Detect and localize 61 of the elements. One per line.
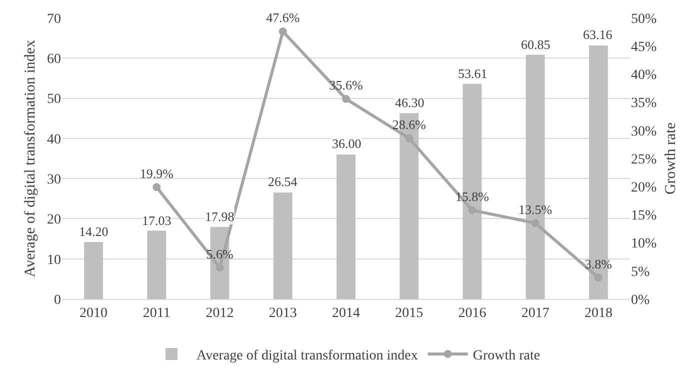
y-tick-label: 70 <box>47 12 61 27</box>
y-axis-title: Average of digital transformation index <box>22 39 38 278</box>
x-tick-label: 2016 <box>458 306 486 321</box>
x-tick-label: 2015 <box>395 306 424 321</box>
y2-tick-label: 5% <box>631 264 650 280</box>
point <box>152 183 161 192</box>
legend-label: Growth rate <box>472 348 540 364</box>
x-tick-label: 2011 <box>142 306 170 321</box>
data-label: 47.6% <box>266 10 300 26</box>
x-tick-label: 2010 <box>80 306 108 321</box>
y2-tick-label: 15% <box>631 208 657 224</box>
x-tick-label: 2013 <box>268 306 297 321</box>
point <box>216 264 224 272</box>
y2-tick-label: 35% <box>631 96 657 112</box>
y-tick-label: 60 <box>47 52 61 68</box>
data-label: 13.5% <box>518 202 552 217</box>
y2-axis-title: Growth rate <box>663 122 679 195</box>
y-tick-label: 20 <box>47 212 61 228</box>
point <box>594 274 602 282</box>
y2-tick-label: 40% <box>631 68 657 84</box>
y2-tick-label: 50% <box>631 12 657 27</box>
data-label: 14.20 <box>79 224 108 239</box>
bar <box>273 192 292 299</box>
y2-tick-label: 30% <box>631 124 657 140</box>
data-label: 28.6% <box>392 117 426 132</box>
data-label: 3.8% <box>584 256 612 272</box>
data-label: 17.03 <box>142 213 172 228</box>
bar <box>147 230 166 299</box>
y2-tick-label: 10% <box>631 236 657 252</box>
data-label: 63.16 <box>583 27 613 42</box>
data-label: 46.30 <box>395 95 424 110</box>
y2-tick-label: 20% <box>631 180 657 196</box>
y2-tick-label: 0% <box>631 292 650 308</box>
data-label: 5.6% <box>206 246 234 262</box>
x-tick-label: 2018 <box>584 306 612 321</box>
point <box>342 94 350 103</box>
y-tick-label: 30 <box>47 172 61 188</box>
data-label: 19.9% <box>140 166 174 181</box>
point <box>278 27 287 36</box>
bar <box>84 242 104 299</box>
data-label: 60.85 <box>521 37 550 52</box>
data-label: 17.98 <box>205 209 234 224</box>
data-label: 15.8% <box>455 188 490 204</box>
x-tick-label: 2014 <box>332 306 360 321</box>
data-label: 26.54 <box>268 174 298 189</box>
y-tick-label: 0 <box>54 292 61 308</box>
x-tick-label: 2017 <box>521 306 550 321</box>
data-label: 36.00 <box>332 136 362 151</box>
y2-tick-label: 25% <box>631 152 657 168</box>
point <box>531 219 540 228</box>
y-tick-label: 40 <box>47 132 61 148</box>
point <box>405 134 414 142</box>
y-tick-label: 10 <box>47 252 61 268</box>
bar <box>336 154 356 299</box>
data-label: 35.6% <box>329 78 363 93</box>
point <box>468 206 476 214</box>
x-tick-label: 2012 <box>206 306 234 321</box>
legend-label: Average of digital transformation index <box>196 348 418 364</box>
data-label: 53.61 <box>458 66 488 81</box>
y2-tick-label: 45% <box>631 40 657 55</box>
y-tick-label: 50 <box>47 92 61 108</box>
